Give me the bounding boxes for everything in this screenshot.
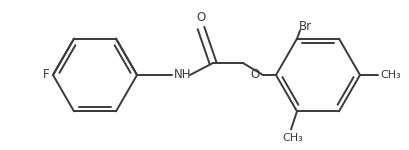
Text: O: O [251,69,260,81]
Text: O: O [196,11,206,24]
Text: NH: NH [174,69,191,81]
Text: Br: Br [299,20,312,33]
Text: F: F [43,69,49,81]
Text: CH₃: CH₃ [380,70,401,80]
Text: CH₃: CH₃ [283,133,303,143]
